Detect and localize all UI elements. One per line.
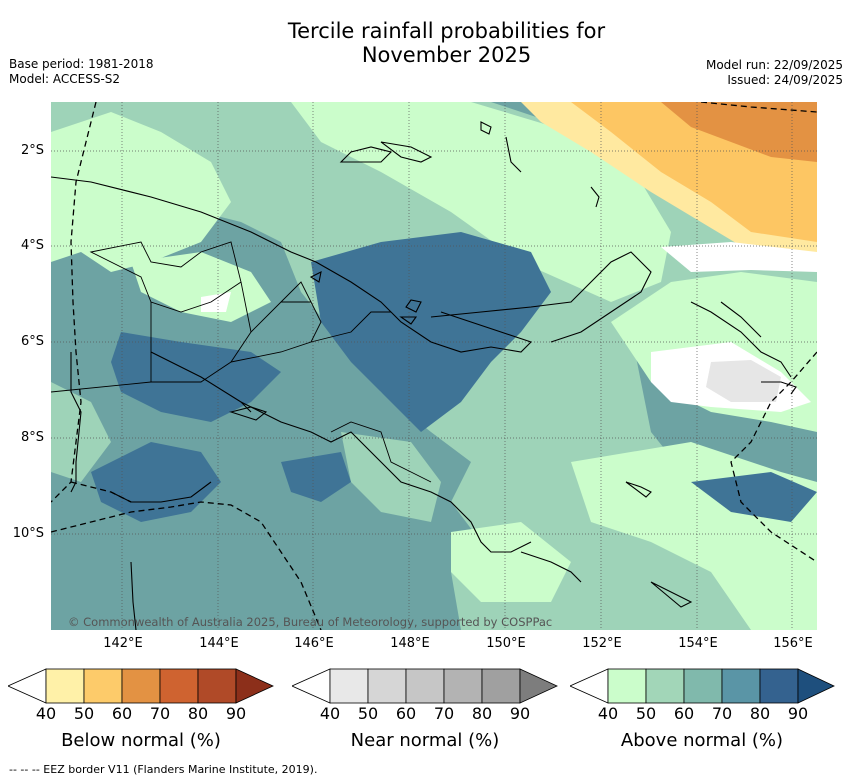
eez-borders xyxy=(51,102,817,630)
region-above-70-west xyxy=(111,332,281,422)
x-tick: 150°E xyxy=(486,636,526,651)
region-above-40-westcentral xyxy=(131,252,271,322)
cb-swatch xyxy=(759,668,799,704)
x-tick: 144°E xyxy=(199,636,239,651)
cb-swatch xyxy=(121,668,161,704)
cb-swatch xyxy=(83,668,123,704)
cb-swatch xyxy=(607,668,647,704)
cb-tick: 40 xyxy=(35,704,57,723)
probability-map: © Commonwealth of Australia 2025, Bureau… xyxy=(51,102,817,630)
cb-swatch xyxy=(443,668,483,704)
cb-extend-right xyxy=(519,668,558,704)
cb-extend-left xyxy=(292,668,331,704)
meta-right: Model run: 22/09/2025 Issued: 24/09/2025 xyxy=(706,58,843,88)
y-tick: 10°S xyxy=(12,526,44,541)
cb-tick: 90 xyxy=(787,704,809,723)
model-run: Model run: 22/09/2025 xyxy=(705,58,843,72)
region-near-normal xyxy=(706,360,781,402)
cb-tick: 60 xyxy=(395,704,417,723)
cb-extend-right xyxy=(797,668,835,704)
region-above-40-north xyxy=(291,102,671,302)
cb-tick: 90 xyxy=(225,704,247,723)
cb-swatch xyxy=(329,668,369,704)
issued-date: Issued: 24/09/2025 xyxy=(727,73,843,87)
cb-tick: 60 xyxy=(111,704,133,723)
region-above-50-papua xyxy=(341,432,441,522)
title-line-1: Tercile rainfall probabilities for xyxy=(287,19,606,43)
region-above-40-west xyxy=(51,112,231,272)
colorbar-near-label: Near normal (%) xyxy=(350,730,500,751)
y-tick: 4°S xyxy=(20,238,44,253)
meta-left: Base period: 1981-2018 Model: ACCESS-S2 xyxy=(9,57,154,87)
eez-footnote: -- -- -- EEZ border V11 (Flanders Marine… xyxy=(9,763,318,776)
cb-swatch xyxy=(159,668,199,704)
y-tick: 8°S xyxy=(20,430,44,445)
cb-swatch xyxy=(481,668,521,704)
cb-swatch xyxy=(197,668,237,704)
cb-tick: 70 xyxy=(149,704,171,723)
region-above-70-southeast xyxy=(691,472,817,522)
admin-borders xyxy=(51,241,432,483)
cb-tick: 50 xyxy=(635,704,657,723)
cb-tick: 80 xyxy=(471,704,493,723)
region-above-70-south xyxy=(281,452,351,502)
base-period: Base period: 1981-2018 xyxy=(9,57,154,71)
y-tick: 2°S xyxy=(20,143,44,158)
cb-swatch xyxy=(405,668,445,704)
cb-tick: 80 xyxy=(187,704,209,723)
cb-tick: 40 xyxy=(319,704,341,723)
region-above-70-central xyxy=(311,232,551,432)
colorbar-near-normal xyxy=(292,668,558,704)
x-tick: 154°E xyxy=(678,636,718,651)
cb-tick: 60 xyxy=(673,704,695,723)
colorbar-below-label: Below normal (%) xyxy=(61,730,221,751)
colorbar-below-normal xyxy=(8,668,274,704)
cb-extend-left xyxy=(8,668,47,704)
cb-tick: 70 xyxy=(711,704,733,723)
copyright-text: © Commonwealth of Australia 2025, Bureau… xyxy=(68,615,552,629)
cb-tick: 50 xyxy=(357,704,379,723)
colorbar-above-label: Above normal (%) xyxy=(620,730,784,751)
x-tick: 152°E xyxy=(582,636,622,651)
x-tick: 142°E xyxy=(103,636,143,651)
cb-tick: 90 xyxy=(509,704,531,723)
region-above-50-southwest xyxy=(51,382,111,482)
cb-swatch xyxy=(645,668,685,704)
cb-swatch xyxy=(683,668,723,704)
cb-tick: 70 xyxy=(433,704,455,723)
x-tick: 148°E xyxy=(390,636,430,651)
region-no-signal-west xyxy=(201,292,231,312)
region-no-signal-ne xyxy=(661,242,817,272)
cb-tick: 50 xyxy=(73,704,95,723)
cb-swatch xyxy=(721,668,761,704)
cb-tick: 40 xyxy=(597,704,619,723)
y-tick: 6°S xyxy=(20,334,44,349)
cb-tick: 80 xyxy=(749,704,771,723)
x-tick: 146°E xyxy=(294,636,334,651)
model-name: Model: ACCESS-S2 xyxy=(9,72,121,86)
colorbar-above-normal xyxy=(570,668,835,704)
map-title: Tercile rainfall probabilities for Novem… xyxy=(0,19,850,67)
x-tick: 156°E xyxy=(773,636,813,651)
cb-extend-right xyxy=(235,668,274,704)
region-below-60 xyxy=(661,102,817,162)
title-line-2: November 2025 xyxy=(361,43,532,67)
cb-extend-left xyxy=(570,668,609,704)
cb-swatch xyxy=(367,668,407,704)
region-above-70-southwest xyxy=(91,442,221,522)
cb-swatch xyxy=(45,668,85,704)
